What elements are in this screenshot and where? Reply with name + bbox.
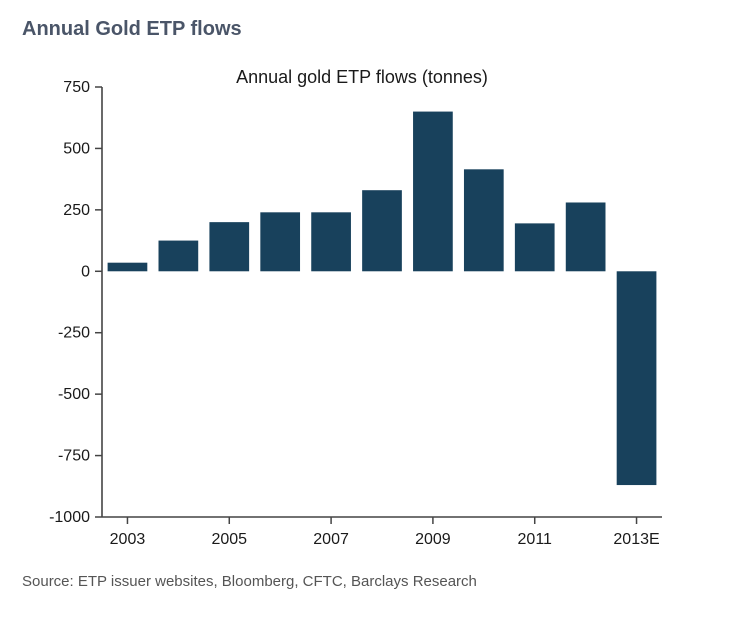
y-tick-label: -1000 <box>49 509 90 526</box>
x-tick-label: 2013E <box>613 531 659 548</box>
x-tick-label: 2009 <box>415 531 451 548</box>
chart-inner-title: Annual gold ETP flows (tonnes) <box>22 67 702 88</box>
y-tick-label: -500 <box>58 386 90 403</box>
x-tick-label: 2003 <box>110 531 146 548</box>
bar-2003 <box>108 263 148 272</box>
y-tick-label: -250 <box>58 325 90 342</box>
y-tick-label: 500 <box>63 140 90 157</box>
x-tick-label: 2007 <box>313 531 349 548</box>
x-tick-label: 2011 <box>518 531 553 548</box>
bar-2009 <box>413 112 453 272</box>
bar-2007 <box>311 212 351 271</box>
bar-2006 <box>260 212 300 271</box>
bar-2013E <box>617 271 657 485</box>
y-tick-label: -750 <box>58 448 90 465</box>
bar-2005 <box>209 222 249 271</box>
y-tick-label: 0 <box>81 263 90 280</box>
y-tick-label: 250 <box>63 202 90 219</box>
x-tick-label: 2005 <box>211 531 247 548</box>
bar-2010 <box>464 169 504 271</box>
bar-chart: -1000-750-500-25002505007502003200520072… <box>22 59 702 559</box>
bar-2004 <box>159 241 199 272</box>
bar-2012 <box>566 202 606 271</box>
source-attribution: Source: ETP issuer websites, Bloomberg, … <box>22 573 714 590</box>
bar-2011 <box>515 223 555 271</box>
bar-2008 <box>362 190 402 271</box>
chart-container: Annual gold ETP flows (tonnes) -1000 -750… <box>22 59 702 559</box>
chart-title: Annual Gold ETP flows <box>22 18 714 41</box>
